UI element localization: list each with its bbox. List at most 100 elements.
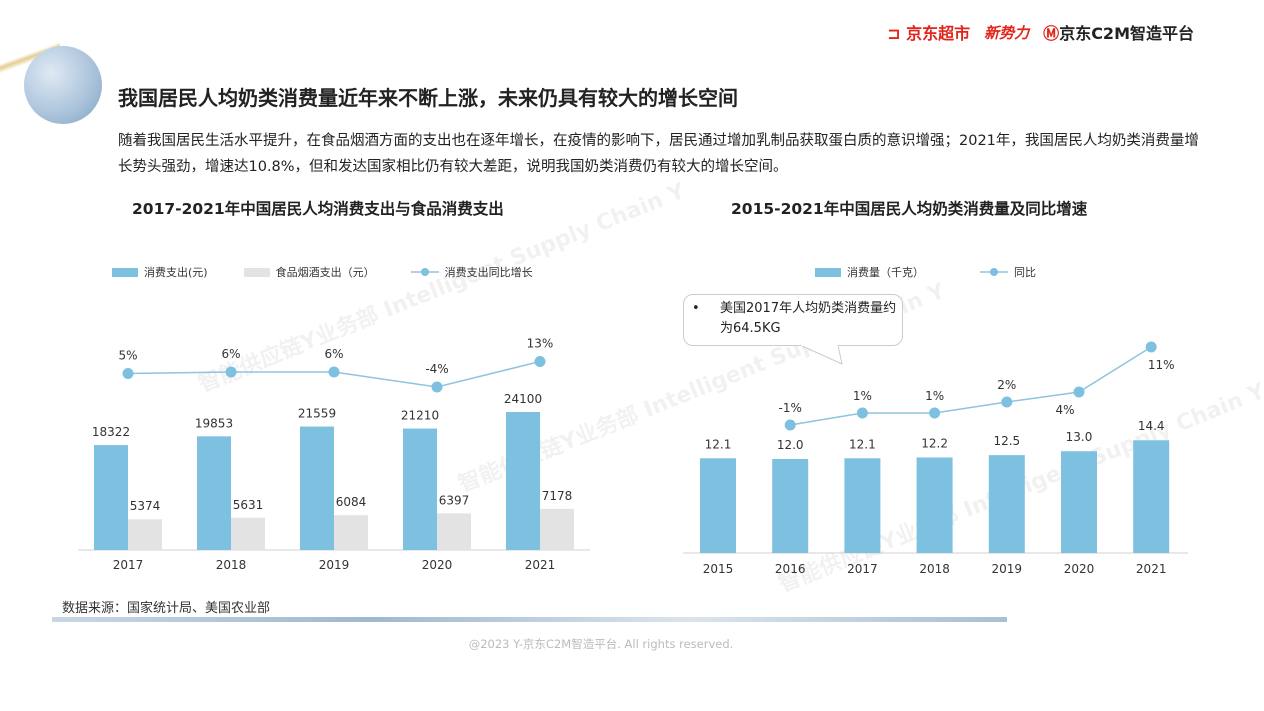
data-label: 21559: [298, 407, 336, 421]
yoy-point: [1073, 386, 1085, 398]
yoy-point: [856, 407, 868, 419]
x-tick-label: 2021: [1136, 562, 1167, 576]
data-label: 6084: [336, 495, 367, 509]
bar-consumption: [506, 412, 540, 550]
xinshili-logo: 新势力: [984, 22, 1029, 43]
chart-title-right: 2015-2021年中国居民人均奶类消费量及同比增速: [731, 200, 1088, 218]
yoy-point: [929, 407, 941, 419]
yoy-label: 1%: [853, 389, 872, 403]
bar-milk-consumption: [916, 457, 953, 553]
data-label: 13.0: [1066, 430, 1093, 444]
data-label: 18322: [92, 425, 130, 439]
legend-label: 消费支出(元): [144, 266, 208, 279]
data-label: 12.1: [849, 437, 876, 451]
bar-food: [540, 508, 574, 550]
yoy-point: [784, 419, 796, 431]
bullet: •: [692, 301, 700, 316]
data-label: 6397: [439, 493, 470, 507]
annotation-callout: • 美国2017年人均奶类消费量约为64.5KG: [683, 294, 903, 346]
yoy-line: [790, 346, 1152, 426]
x-tick-label: 2018: [919, 562, 950, 576]
bar-food: [437, 513, 471, 550]
growth-point: [328, 366, 340, 378]
logo-text: 京东C2M智造平台: [1059, 24, 1194, 43]
intro-paragraph: 随着我国居民生活水平提升，在食品烟酒方面的支出也在逐年增长，在疫情的影响下，居民…: [118, 133, 1199, 175]
yoy-label: 2%: [997, 378, 1016, 392]
footer-copyright: @2023 Y-京东C2M智造平台. All rights reserved.: [468, 637, 734, 651]
yoy-label: 4%: [1055, 403, 1074, 417]
growth-point: [534, 356, 546, 367]
bar-milk-consumption: [844, 458, 881, 553]
yoy-point: [1145, 341, 1157, 353]
logo-text: 京东超市: [906, 24, 971, 43]
growth-point: [122, 368, 134, 379]
bar-consumption: [94, 445, 128, 550]
yoy-label: -1%: [779, 401, 802, 415]
bar-consumption: [197, 436, 231, 550]
yoy-point: [1001, 396, 1013, 408]
data-label: 12.2: [921, 436, 948, 450]
legend-label: 消费支出同比增长: [444, 266, 533, 279]
header-logos: ⊐ 京东超市 新势力 Ⓜ京东C2M智造平台: [887, 20, 1194, 44]
x-tick-label: 2020: [422, 558, 453, 572]
x-tick-label: 2019: [319, 558, 350, 572]
yoy-label: 1%: [925, 389, 944, 403]
data-source: 数据来源：国家统计局、美国农业部: [62, 601, 271, 616]
yoy-label: 11%: [1148, 358, 1175, 372]
jd-c2m-logo: Ⓜ京东C2M智造平台: [1043, 24, 1194, 43]
x-tick-label: 2018: [216, 558, 247, 572]
x-tick-label: 2015: [703, 562, 734, 576]
annotation-text: 美国2017年人均奶类消费量约为64.5KG: [720, 301, 897, 336]
bar-milk-consumption: [772, 459, 809, 553]
legend-swatch: [243, 267, 270, 277]
data-label: 19853: [195, 416, 233, 430]
legend-line-swatch: [980, 268, 1008, 276]
legend-line-swatch: [410, 268, 439, 276]
legend-swatch: [815, 267, 841, 277]
chart-title-left: 2017-2021年中国居民人均消费支出与食品消费支出: [132, 200, 504, 218]
legend-label: 消费量（千克）: [847, 266, 924, 279]
bar-milk-consumption: [700, 458, 736, 553]
legend-swatch: [112, 267, 138, 277]
x-tick-label: 2020: [1064, 562, 1095, 576]
legend-label: 食品烟酒支出（元）: [275, 266, 375, 279]
page-title: 我国居民人均奶类消费量近年来不断上涨，未来仍具有较大的增长空间: [118, 86, 738, 110]
data-label: 24100: [504, 392, 542, 406]
legend-left: 消费支出(元) 食品烟酒支出（元） 消费支出同比增长: [112, 264, 533, 280]
data-label: 12.1: [705, 437, 732, 451]
data-label: 7178: [542, 489, 573, 503]
bar-milk-consumption: [1133, 440, 1170, 553]
legend-right: 消费量（千克） 同比: [815, 264, 1036, 280]
growth-point: [431, 381, 443, 393]
logo-text: 新势力: [984, 23, 1030, 42]
growth-label: 13%: [527, 337, 554, 351]
x-tick-label: 2016: [775, 562, 806, 576]
decorative-circle-image: [24, 46, 102, 124]
x-tick-label: 2017: [113, 558, 144, 572]
bar-milk-consumption: [1061, 451, 1097, 553]
x-tick-label: 2021: [525, 558, 556, 572]
growth-point: [225, 366, 237, 378]
bar-food: [128, 519, 162, 550]
data-label: 5631: [233, 498, 264, 512]
bar-consumption: [300, 426, 334, 550]
x-tick-label: 2019: [992, 562, 1023, 576]
bar-milk-consumption: [988, 455, 1025, 553]
data-label: 12.0: [777, 438, 804, 452]
growth-label: -4%: [425, 362, 448, 376]
callout-tail: [799, 340, 843, 365]
x-tick-label: 2017: [847, 562, 878, 576]
growth-label: 6%: [324, 347, 343, 361]
data-label: 21210: [401, 409, 439, 423]
data-label: 5374: [130, 499, 161, 513]
growth-label: 6%: [221, 347, 240, 361]
data-label: 12.5: [993, 434, 1020, 448]
bar-consumption: [403, 428, 437, 550]
bar-food: [334, 515, 368, 550]
bar-food: [231, 517, 265, 550]
jd-supermarket-logo: ⊐ 京东超市: [887, 24, 971, 43]
decorative-strip: [52, 617, 1007, 622]
data-label: 14.4: [1138, 419, 1165, 433]
legend-label: 同比: [1014, 266, 1036, 279]
